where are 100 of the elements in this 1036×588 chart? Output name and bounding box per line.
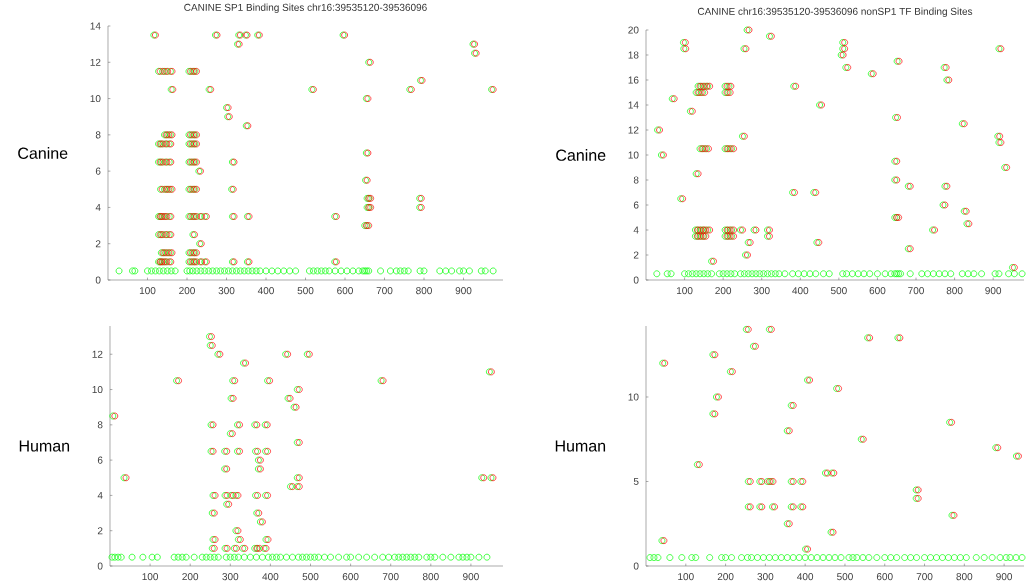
x-tick-label: 700 [376,287,393,295]
y-tick-label: 12 [628,126,639,134]
x-tick-label: 500 [297,287,314,295]
y-tick-label: 4 [633,226,639,234]
x-tick-label: 400 [797,573,814,581]
x-tick-label: 300 [757,573,774,581]
point [738,554,745,561]
y-tick-label: 14 [90,22,101,30]
point [760,554,767,561]
point [783,554,791,561]
y-tick-label: 10 [92,385,103,394]
y-tick-label: 0 [95,276,101,284]
point [951,554,958,561]
point [789,554,797,561]
point [777,554,785,561]
y-tick-label: 4 [95,204,101,211]
y-tick-label: 8 [97,421,103,429]
x-tick-label: 200 [179,287,195,295]
point [837,554,845,561]
x-tick-label: 300 [222,573,239,581]
y-axis-title: Human [19,440,70,452]
x-tick-label: 100 [676,287,693,295]
y-tick-label: 6 [95,167,101,175]
point [913,554,920,561]
point [722,554,729,561]
point [654,554,662,561]
y-tick-label: 14 [628,101,639,109]
point [754,554,761,561]
x-tick-label: 900 [463,573,479,581]
x-tick-label: 400 [792,287,809,295]
x-tick-label: 900 [996,573,1013,581]
x-tick-label: 700 [382,573,399,581]
x-tick-label: 800 [956,573,973,581]
y-tick-label: 2 [633,251,639,259]
x-tick-label: 500 [302,573,319,581]
point [1012,554,1020,561]
point [887,554,895,561]
point [859,554,867,561]
y-tick-label: 18 [628,51,639,59]
x-tick-label: 700 [908,287,924,295]
x-tick-label: 500 [830,287,847,295]
y-tick-label: 8 [95,131,101,139]
point [853,554,861,561]
point [718,554,725,561]
point [972,554,980,561]
point [795,554,803,561]
point [988,554,996,561]
x-tick-label: 900 [455,287,472,295]
y-tick-label: 2 [97,527,103,535]
x-tick-label: 700 [916,573,933,581]
point [748,554,755,561]
point [980,554,988,561]
point [907,554,914,561]
point [933,554,940,561]
y-tick-label: 6 [97,456,103,464]
point [666,554,674,561]
point [881,554,889,561]
point [849,554,857,561]
point [728,554,735,561]
y-tick-label: 12 [90,58,101,66]
point [939,554,946,561]
x-tick-label: 800 [416,287,432,295]
y-tick-label: 20 [628,26,639,34]
x-tick-label: 100 [142,573,159,581]
x-tick-label: 300 [218,287,235,295]
point [831,554,839,561]
point [921,554,928,561]
x-tick-label: 600 [876,573,893,581]
point [873,554,881,561]
x-tick-label: 300 [753,287,770,295]
point [813,554,821,561]
point [893,554,901,561]
point [646,554,654,561]
y-tick-label: 5 [633,478,639,485]
point [865,554,873,561]
y-axis-title: Canine [556,149,606,161]
point [819,554,827,561]
point [688,554,696,561]
y-tick-label: 0 [633,562,639,570]
y-tick-label: 0 [633,276,639,284]
point [927,554,934,561]
x-tick-label: 200 [717,573,734,581]
y-tick-label: 4 [97,491,103,499]
point [650,554,658,561]
point [706,554,714,561]
x-tick-label: 600 [337,287,353,295]
point [996,554,1004,561]
point [962,554,970,561]
chart-title: CANINE chr16:39535120-39536096 nonSP1 TF Binding Sites [697,7,973,17]
x-tick-label: 900 [985,287,1002,295]
point [766,554,773,561]
x-tick-label: 500 [837,573,853,581]
y-tick-label: 6 [633,201,639,209]
y-axis-title: Human [555,440,606,452]
x-tick-label: 800 [422,573,439,581]
point [1002,554,1010,561]
point [957,554,964,561]
point [845,554,853,561]
x-tick-label: 100 [678,573,694,581]
y-axis-title: Canine [18,147,68,159]
